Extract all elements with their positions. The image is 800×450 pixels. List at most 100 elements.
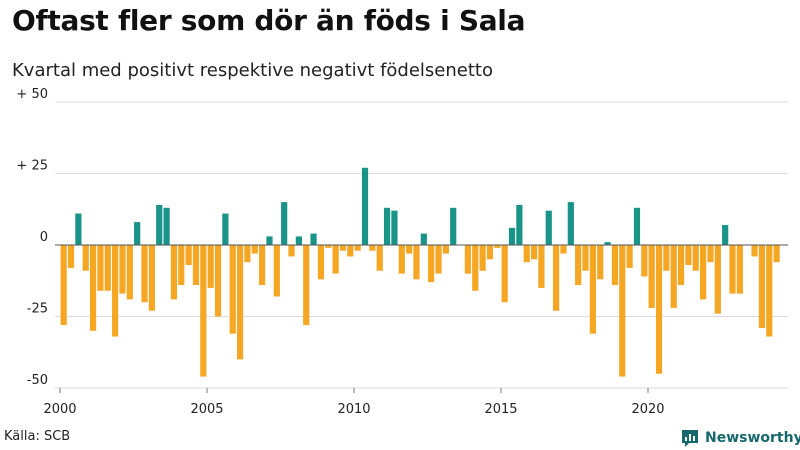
bar (413, 245, 420, 280)
bar (119, 245, 126, 294)
bar (479, 245, 486, 271)
bar (67, 245, 75, 268)
bar (633, 207, 641, 245)
chart-subtitle: Kvartal med positivt respektive negativt… (12, 60, 493, 81)
newsworthy-icon (682, 430, 698, 447)
bar (141, 245, 148, 303)
bars (60, 167, 780, 377)
bar (347, 245, 354, 257)
brand-logo[interactable]: Newsworthy (680, 428, 800, 448)
bar (508, 227, 516, 245)
bar (545, 210, 552, 245)
bar (486, 245, 494, 260)
bar (207, 245, 214, 288)
y-axis: + 50 + 25 0 -25 -50 (16, 87, 48, 388)
bar (236, 245, 244, 360)
bar (391, 210, 398, 245)
x-tick-label: 2000 (43, 402, 76, 417)
bar (766, 245, 773, 337)
bar (655, 245, 663, 374)
y-tick-label: 0 (40, 230, 48, 245)
bar (214, 245, 222, 317)
bar (60, 245, 67, 326)
y-tick-label: -25 (27, 302, 48, 317)
bar (472, 245, 479, 291)
bar (589, 245, 596, 334)
bar (112, 245, 119, 337)
bar (450, 207, 457, 245)
bar (339, 245, 347, 251)
brand-label: Newsworthy (705, 430, 800, 446)
bar (332, 245, 339, 274)
bar (376, 245, 383, 271)
bar (707, 245, 714, 263)
y-tick-label: -50 (27, 373, 48, 388)
bar (229, 245, 236, 334)
bar (677, 245, 685, 286)
bar (736, 245, 743, 294)
bar (670, 245, 677, 308)
bar (134, 222, 141, 245)
bar (369, 245, 376, 251)
bar (553, 245, 560, 311)
bar (641, 245, 648, 277)
x-tick-label: 2005 (190, 402, 223, 417)
bar (692, 245, 699, 271)
bar (428, 245, 435, 283)
bar (597, 245, 604, 280)
bar (398, 245, 405, 274)
bar (604, 242, 611, 245)
bar (163, 207, 170, 245)
bar (251, 245, 258, 254)
bar (273, 245, 280, 297)
bar (82, 245, 89, 271)
bar (626, 245, 633, 268)
bar (148, 245, 155, 311)
bar (685, 245, 692, 266)
bar (288, 245, 295, 257)
bar (501, 245, 508, 303)
bar (310, 233, 317, 245)
bar (435, 245, 442, 274)
bar (530, 245, 538, 260)
y-tick-label: + 25 (16, 159, 48, 174)
bar (281, 202, 288, 245)
x-tick-label: 2015 (484, 402, 517, 417)
bar (773, 245, 780, 263)
bar (295, 236, 302, 245)
bar (663, 245, 670, 271)
bar (538, 245, 545, 288)
bar (303, 245, 310, 326)
bar (126, 245, 133, 300)
bar (178, 245, 185, 286)
bar (582, 245, 589, 271)
bar (406, 245, 413, 254)
bar (751, 245, 758, 257)
bar (222, 213, 229, 245)
bar (420, 233, 427, 245)
bar (317, 245, 325, 280)
bar (648, 245, 655, 308)
bar (89, 245, 97, 331)
chart-title: Oftast fler som dör än föds i Sala (12, 4, 526, 37)
bar (560, 245, 567, 254)
bar (729, 245, 736, 294)
bar (185, 245, 192, 266)
y-tick-label: + 50 (16, 87, 48, 102)
bar (97, 245, 104, 291)
bar (575, 245, 582, 286)
bar (192, 245, 200, 286)
bar (758, 245, 766, 328)
bar (259, 245, 266, 286)
bar (722, 224, 729, 245)
bar (383, 207, 391, 245)
x-tick-label: 2020 (631, 402, 664, 417)
bar (170, 245, 178, 300)
bar (714, 245, 721, 314)
bar (619, 245, 626, 377)
x-tick-label: 2010 (337, 402, 370, 417)
bar (611, 245, 619, 286)
bar (200, 245, 207, 377)
bar (516, 204, 523, 245)
